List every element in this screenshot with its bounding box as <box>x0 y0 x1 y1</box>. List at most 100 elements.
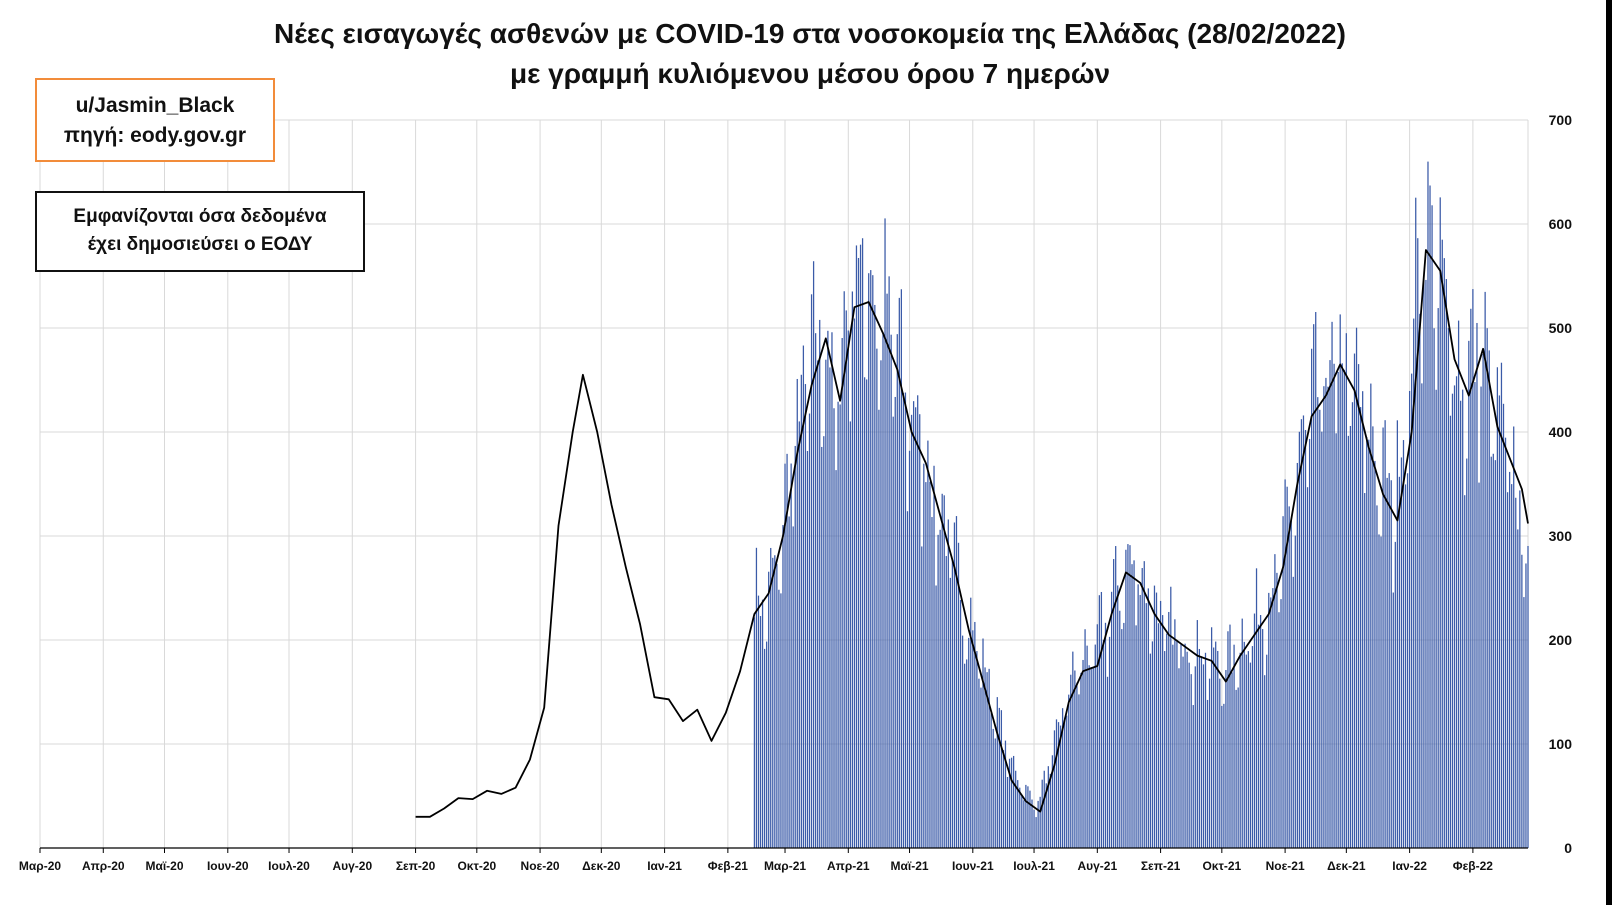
daily-bar <box>800 374 802 848</box>
daily-bar <box>1415 197 1417 848</box>
daily-bar <box>1215 641 1217 848</box>
daily-bar <box>1147 588 1149 848</box>
daily-bar <box>1421 383 1423 848</box>
daily-bar <box>1092 667 1094 848</box>
daily-bar <box>1300 419 1303 848</box>
daily-bar <box>1045 783 1047 848</box>
daily-bar <box>884 218 886 849</box>
daily-bar <box>894 396 896 848</box>
daily-bar <box>1043 770 1045 848</box>
daily-bar <box>1086 645 1088 848</box>
daily-bar <box>892 416 894 848</box>
daily-bar <box>1504 437 1507 848</box>
daily-bar <box>1141 568 1143 848</box>
daily-bar <box>1306 487 1309 848</box>
daily-bar <box>1155 592 1158 848</box>
daily-bar <box>1521 554 1523 848</box>
daily-bar <box>1186 651 1188 848</box>
daily-bar <box>1517 529 1519 848</box>
daily-bar <box>1490 456 1492 848</box>
daily-bar <box>1241 618 1243 848</box>
daily-bar <box>1413 318 1415 848</box>
daily-bar <box>1233 644 1235 848</box>
credit-author: u/Jasmin_Black <box>75 94 235 117</box>
daily-bar <box>792 526 794 848</box>
daily-bar <box>817 360 819 848</box>
daily-bar <box>1064 717 1066 848</box>
daily-bar <box>1472 289 1474 848</box>
x-tick-label: Απρ-21 <box>827 859 870 873</box>
daily-bar <box>1270 597 1272 848</box>
daily-bar <box>1113 559 1115 848</box>
daily-bar <box>919 414 921 848</box>
x-tick-label: Ιουν-21 <box>952 859 994 873</box>
daily-bar <box>1266 654 1268 848</box>
daily-bar <box>1294 535 1296 848</box>
daily-bar <box>768 571 770 848</box>
daily-bar <box>1149 653 1152 848</box>
daily-bar <box>808 413 811 848</box>
daily-bar <box>786 453 788 848</box>
daily-bar <box>1484 291 1486 848</box>
daily-bar <box>1466 458 1468 848</box>
daily-bar <box>1059 725 1062 848</box>
daily-bar <box>976 651 978 848</box>
daily-bar <box>833 408 835 848</box>
daily-bar <box>964 663 966 848</box>
daily-bar <box>1004 740 1007 848</box>
x-tick-label: Οκτ-20 <box>457 859 496 873</box>
daily-bar <box>870 270 872 848</box>
daily-bar <box>1057 722 1060 848</box>
daily-bar <box>990 713 992 848</box>
daily-bar <box>1162 615 1164 848</box>
daily-bar <box>1462 389 1464 848</box>
daily-bar <box>1249 662 1252 848</box>
daily-bar <box>839 404 841 848</box>
daily-bar <box>1390 480 1392 848</box>
daily-bar <box>1188 662 1190 848</box>
daily-bar <box>1017 780 1019 848</box>
daily-bar <box>1247 651 1249 848</box>
daily-bar <box>1378 534 1380 848</box>
daily-bar <box>966 659 968 848</box>
daily-bar <box>825 359 827 848</box>
daily-bar <box>1210 627 1213 848</box>
daily-bar <box>1362 391 1364 848</box>
daily-bar <box>1392 592 1394 848</box>
daily-bar <box>766 641 768 848</box>
daily-bar <box>857 257 860 848</box>
daily-bar <box>1460 400 1462 848</box>
daily-bar <box>1170 586 1172 848</box>
daily-bar <box>1190 674 1192 848</box>
daily-bar <box>878 409 880 848</box>
daily-bar <box>923 463 925 848</box>
daily-bar <box>1090 667 1092 848</box>
daily-bar <box>827 330 829 848</box>
daily-bar <box>1445 279 1447 848</box>
daily-bar <box>904 392 907 848</box>
daily-bar <box>1219 678 1221 848</box>
daily-bar <box>1231 672 1233 848</box>
daily-bar <box>1359 407 1362 848</box>
daily-bar <box>949 577 951 848</box>
daily-bar <box>996 697 998 848</box>
daily-bar <box>915 407 917 848</box>
daily-bar <box>1280 599 1282 848</box>
daily-bar <box>998 707 1000 848</box>
daily-bar <box>863 377 866 848</box>
daily-bar <box>1078 694 1080 848</box>
daily-bar <box>1313 324 1315 849</box>
daily-bar <box>1429 185 1431 848</box>
daily-bar <box>961 635 964 848</box>
daily-bar <box>1125 549 1127 848</box>
daily-bar <box>1061 708 1064 848</box>
daily-bar <box>770 547 772 848</box>
daily-bar <box>1506 492 1509 848</box>
daily-bar <box>1239 652 1241 848</box>
daily-bar <box>1515 497 1517 848</box>
daily-bar <box>1041 779 1043 848</box>
daily-bar <box>1221 705 1223 848</box>
daily-bar <box>933 465 935 848</box>
daily-bar <box>1039 796 1041 848</box>
note-line1: Εμφανίζονται όσα δεδομένα <box>73 206 327 227</box>
